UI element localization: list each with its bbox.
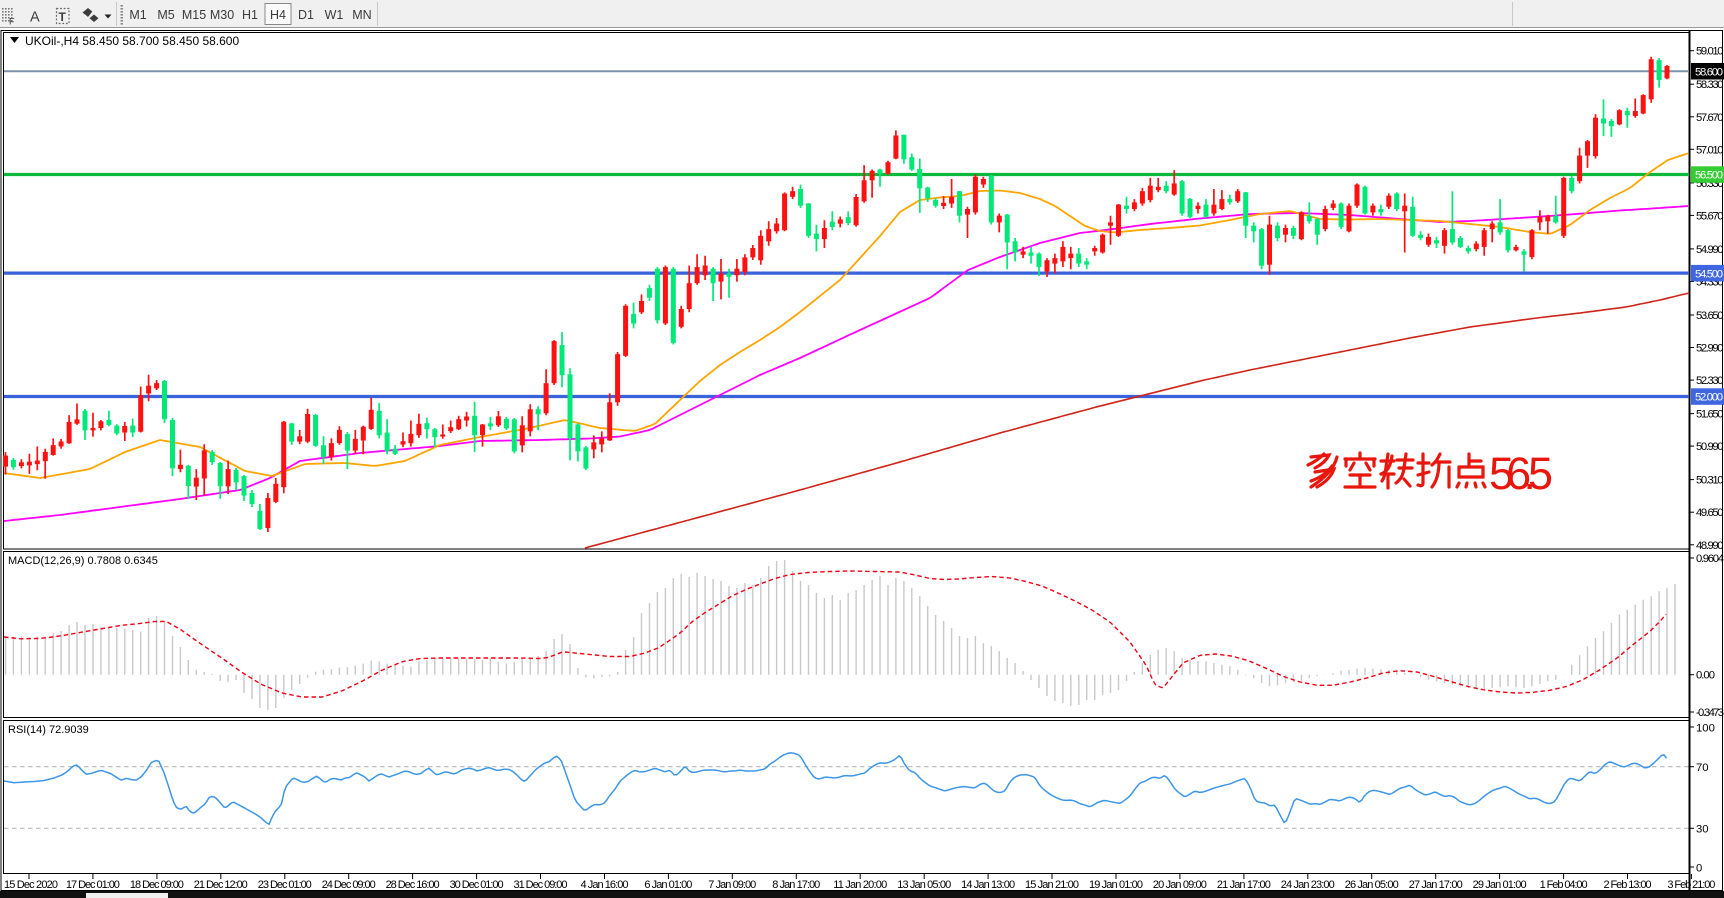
svg-text:11 Jan 20:00: 11 Jan 20:00 xyxy=(833,879,887,891)
svg-text:31 Dec 09:00: 31 Dec 09:00 xyxy=(514,879,568,891)
svg-text:15 Jan 21:00: 15 Jan 21:00 xyxy=(1025,879,1079,891)
svg-text:D1: D1 xyxy=(298,8,314,22)
svg-text:M30: M30 xyxy=(210,8,234,22)
svg-text:M1: M1 xyxy=(129,8,146,22)
svg-text:2 Feb 13:00: 2 Feb 13:00 xyxy=(1604,879,1652,891)
svg-text:49.650: 49.650 xyxy=(1696,507,1724,519)
svg-text:28 Dec 16:00: 28 Dec 16:00 xyxy=(386,879,440,891)
svg-text:52.000: 52.000 xyxy=(1695,392,1723,404)
svg-text:18 Dec 09:00: 18 Dec 09:00 xyxy=(130,879,184,891)
svg-text:54.990: 54.990 xyxy=(1696,244,1724,256)
svg-text:58.600: 58.600 xyxy=(1695,66,1723,78)
svg-text:70: 70 xyxy=(1696,762,1709,774)
svg-text:19 Jan 01:00: 19 Jan 01:00 xyxy=(1089,879,1143,891)
svg-text:0.9604: 0.9604 xyxy=(1696,553,1724,565)
svg-text:MACD(12,26,9) 0.7808 0.6345: MACD(12,26,9) 0.7808 0.6345 xyxy=(8,555,158,567)
svg-text:4 Jan 16:00: 4 Jan 16:00 xyxy=(581,879,629,891)
svg-text:50.310: 50.310 xyxy=(1696,475,1724,487)
svg-text:8 Jan 17:00: 8 Jan 17:00 xyxy=(772,879,820,891)
svg-text:27 Jan 17:00: 27 Jan 17:00 xyxy=(1409,879,1463,891)
svg-text:57.010: 57.010 xyxy=(1696,144,1724,156)
svg-text:0.00: 0.00 xyxy=(1696,670,1715,682)
svg-text:H4: H4 xyxy=(270,8,286,22)
svg-text:M5: M5 xyxy=(157,8,174,22)
svg-text:-0.3473: -0.3473 xyxy=(1696,707,1724,719)
svg-text:59.010: 59.010 xyxy=(1696,46,1724,58)
svg-text:M15: M15 xyxy=(182,8,206,22)
svg-text:15 Dec 2020: 15 Dec 2020 xyxy=(4,879,58,891)
svg-text:13 Jan 05:00: 13 Jan 05:00 xyxy=(897,879,951,891)
svg-text:21 Dec 12:00: 21 Dec 12:00 xyxy=(194,879,248,891)
svg-text:30 Dec 01:00: 30 Dec 01:00 xyxy=(450,879,504,891)
svg-text:6 Jan 01:00: 6 Jan 01:00 xyxy=(644,879,692,891)
svg-text:53.650: 53.650 xyxy=(1696,310,1724,322)
svg-text:58.330: 58.330 xyxy=(1696,79,1724,91)
svg-text:1 Feb 04:00: 1 Feb 04:00 xyxy=(1540,879,1588,891)
svg-text:48.990: 48.990 xyxy=(1696,540,1724,552)
svg-text:7 Jan 09:00: 7 Jan 09:00 xyxy=(708,879,756,891)
svg-text:29 Jan 01:00: 29 Jan 01:00 xyxy=(1473,879,1527,891)
svg-text:17 Dec 01:00: 17 Dec 01:00 xyxy=(66,879,120,891)
svg-text:26 Jan 05:00: 26 Jan 05:00 xyxy=(1345,879,1399,891)
svg-text:52.330: 52.330 xyxy=(1696,375,1724,387)
svg-text:51.650: 51.650 xyxy=(1696,409,1724,421)
svg-text:W1: W1 xyxy=(325,8,344,22)
svg-text:24 Dec 09:00: 24 Dec 09:00 xyxy=(322,879,376,891)
svg-text:50.990: 50.990 xyxy=(1696,441,1724,453)
svg-text:A: A xyxy=(30,10,40,26)
svg-text:56.500: 56.500 xyxy=(1695,170,1723,182)
svg-text:F: F xyxy=(9,17,15,27)
svg-text:56.5: 56.5 xyxy=(1489,448,1553,499)
svg-text:55.670: 55.670 xyxy=(1696,210,1724,222)
svg-text:24 Jan 23:00: 24 Jan 23:00 xyxy=(1281,879,1335,891)
svg-text:54.500: 54.500 xyxy=(1695,268,1723,280)
svg-text:100: 100 xyxy=(1696,722,1715,734)
svg-text:T: T xyxy=(59,10,67,24)
svg-text:23 Dec 01:00: 23 Dec 01:00 xyxy=(258,879,312,891)
svg-text:MN: MN xyxy=(352,8,371,22)
svg-text:H1: H1 xyxy=(242,8,258,22)
svg-text:14 Jan 13:00: 14 Jan 13:00 xyxy=(961,879,1015,891)
svg-text:0: 0 xyxy=(1696,862,1702,874)
svg-text:52.990: 52.990 xyxy=(1696,343,1724,355)
svg-text:3 Feb 21:00: 3 Feb 21:00 xyxy=(1667,879,1715,891)
svg-text:20 Jan 09:00: 20 Jan 09:00 xyxy=(1153,879,1207,891)
svg-text:57.670: 57.670 xyxy=(1696,112,1724,124)
svg-text:RSI(14) 72.9039: RSI(14) 72.9039 xyxy=(8,724,89,736)
svg-text:21 Jan 17:00: 21 Jan 17:00 xyxy=(1217,879,1271,891)
svg-text:30: 30 xyxy=(1696,824,1709,836)
svg-text:UKOil-,H4 58.450 58.700 58.45: UKOil-,H4 58.450 58.700 58.450 58.600 xyxy=(25,34,239,48)
